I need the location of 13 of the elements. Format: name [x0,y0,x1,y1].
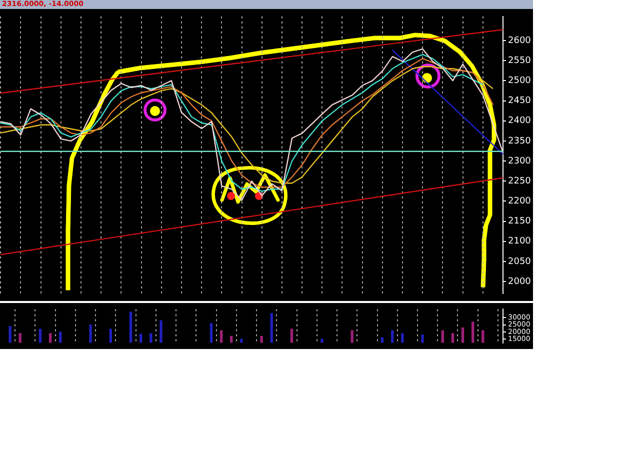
y-tick-label: 2400 [508,116,532,126]
y-tick-label: 2000 [508,276,532,287]
y-tick-label: 2200 [508,196,532,207]
y-tick-label: 2450 [508,96,532,106]
y-tick-label: 2150 [508,216,532,227]
y-tick-label: 2600 [508,36,532,46]
y-tick-label: 2350 [508,136,532,146]
y-tick-label: 2300 [508,156,532,166]
y-tick-label: 2550 [508,56,532,66]
y-tick-label: 2250 [508,176,532,186]
y-tick-label: 2050 [508,256,532,267]
y-tick-label: 2500 [508,76,532,86]
y-tick-label: 2100 [508,236,532,247]
